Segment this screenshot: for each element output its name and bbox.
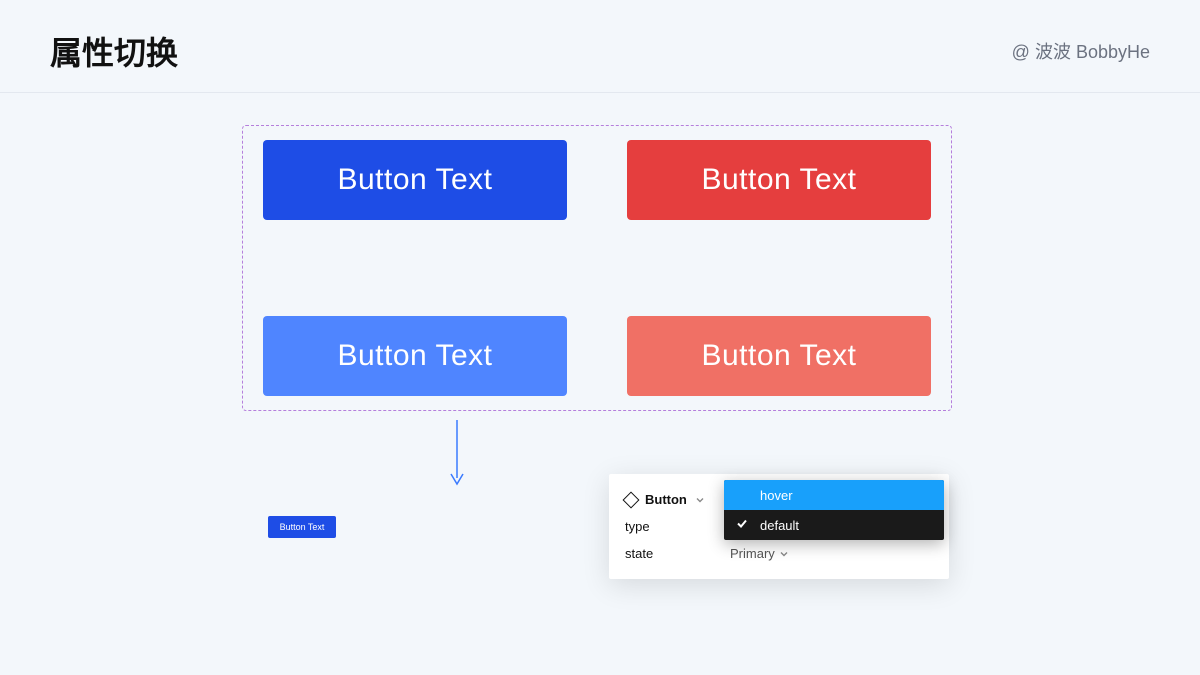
variant-button-primary-default[interactable]: Button Text [263, 140, 567, 220]
component-icon [623, 491, 640, 508]
property-label: type [625, 519, 650, 534]
property-label: state [625, 546, 653, 561]
instance-button[interactable]: Button Text [268, 516, 336, 538]
button-label: Button Text [337, 163, 492, 197]
button-label: Button Text [701, 339, 856, 373]
property-value: Primary [730, 546, 775, 561]
chevron-down-icon[interactable] [695, 495, 705, 505]
variant-button-danger-hover[interactable]: Button Text [627, 316, 931, 396]
property-row-state[interactable]: state Primary [609, 540, 949, 567]
chevron-down-icon[interactable] [779, 549, 789, 559]
button-label: Button Text [280, 522, 325, 532]
arrow-down-icon [456, 420, 458, 482]
page-header: 属性切换 @ 波波 BobbyHe [0, 0, 1200, 93]
author-credit: @ 波波 BobbyHe [1012, 38, 1150, 64]
page-title: 属性切换 [50, 28, 178, 74]
variant-component-frame[interactable]: Button Text Button Text Button Text Butt… [242, 125, 952, 411]
dropdown-item-default[interactable]: default [724, 510, 944, 540]
component-name: Button [645, 492, 687, 507]
variant-button-primary-hover[interactable]: Button Text [263, 316, 567, 396]
dropdown-item-label: hover [760, 488, 793, 503]
button-label: Button Text [337, 339, 492, 373]
variant-button-danger-default[interactable]: Button Text [627, 140, 931, 220]
button-label: Button Text [701, 163, 856, 197]
dropdown-item-label: default [760, 518, 799, 533]
dropdown-item-hover[interactable]: hover [724, 480, 944, 510]
property-dropdown: hover default [724, 480, 944, 540]
check-icon [736, 518, 748, 533]
